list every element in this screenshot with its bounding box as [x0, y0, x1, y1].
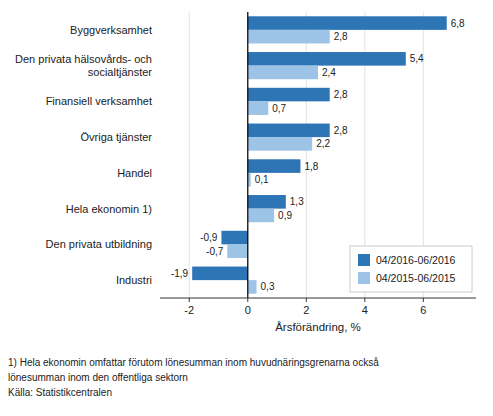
grid-line	[189, 12, 190, 298]
category-label: Övriga tjänster	[80, 131, 152, 143]
legend-label: 04/2015-06/2015	[376, 272, 456, 284]
category-label: Finansiell verksamhet	[46, 95, 152, 107]
zero-line	[247, 12, 248, 298]
data-label: 2,4	[322, 67, 336, 78]
tick-mark	[189, 298, 190, 302]
data-label: 2,8	[334, 31, 348, 42]
data-label: 1,8	[304, 161, 318, 172]
data-label: 1,3	[290, 196, 304, 207]
bar	[192, 267, 248, 281]
data-label: -0,9	[200, 232, 218, 243]
data-label: 0,7	[272, 103, 286, 114]
tick-mark	[247, 298, 248, 302]
data-label: 2,2	[316, 138, 330, 149]
x-axis: -2 0 2 4 6	[184, 298, 426, 316]
category-label: Handel	[117, 167, 152, 179]
legend-swatch	[358, 254, 370, 266]
bar	[248, 195, 286, 209]
x-axis-label: Årsförändring, %	[275, 321, 361, 333]
data-label: 2,8	[334, 125, 348, 136]
footnote: 1) Hela ekonomin omfattar förutom lönesu…	[8, 357, 379, 368]
category-label: Hela ekonomin 1)	[66, 203, 152, 215]
bar	[248, 16, 447, 30]
bar	[227, 244, 247, 258]
tick-label: 6	[420, 304, 426, 316]
category-label: Byggverksamhet	[70, 24, 152, 36]
tick-label: 0	[245, 304, 251, 316]
data-label: -1,9	[171, 268, 189, 279]
legend-label: 04/2016-06/2016	[376, 254, 456, 266]
data-label: 6,8	[451, 18, 465, 29]
bar	[248, 66, 318, 80]
bar	[248, 88, 330, 102]
category-label: Industri	[116, 274, 152, 286]
bar	[221, 231, 247, 245]
data-label: 0,3	[261, 281, 275, 292]
data-label: 5,4	[410, 53, 424, 64]
data-label: 0,1	[255, 174, 269, 185]
legend-swatch	[358, 272, 370, 284]
footnote: lönesumman inom den offentliga sektorn	[8, 372, 188, 383]
bar	[248, 101, 268, 115]
bar	[248, 280, 257, 294]
legend: 04/2016-06/2016 04/2015-06/2015	[350, 246, 472, 292]
data-label: -0,7	[206, 246, 224, 257]
footnote: Källa: Statistikcentralen	[8, 387, 112, 398]
tick-label: -2	[184, 304, 194, 316]
legend-box	[350, 246, 472, 292]
bar	[248, 159, 301, 173]
bar	[248, 52, 406, 66]
tick-mark	[364, 298, 365, 302]
footnotes: 1) Hela ekonomin omfattar förutom lönesu…	[8, 357, 379, 398]
x-axis-line	[160, 298, 476, 299]
bar	[248, 30, 330, 44]
tick-label: 2	[303, 304, 309, 316]
category-label: Den privata hälsovårds- ochsocialtjänste…	[15, 53, 152, 78]
data-label: 0,9	[278, 210, 292, 221]
tick-mark	[423, 298, 424, 302]
grid-line	[247, 12, 248, 298]
bar	[248, 124, 330, 138]
chart: -2 0 2 4 6 Årsförändring, % Industri Den privat…	[0, 0, 493, 416]
data-label: 2,8	[334, 89, 348, 100]
chart-container: -2 0 2 4 6 Årsförändring, % Industri Den privat…	[0, 0, 493, 416]
category-label: Den privata utbildning	[46, 238, 152, 250]
bar	[248, 209, 274, 223]
tick-label: 4	[362, 304, 368, 316]
tick-mark	[306, 298, 307, 302]
bar	[248, 137, 312, 151]
y-axis: Industri Den privata utbildning Hela ekono…	[15, 24, 152, 286]
